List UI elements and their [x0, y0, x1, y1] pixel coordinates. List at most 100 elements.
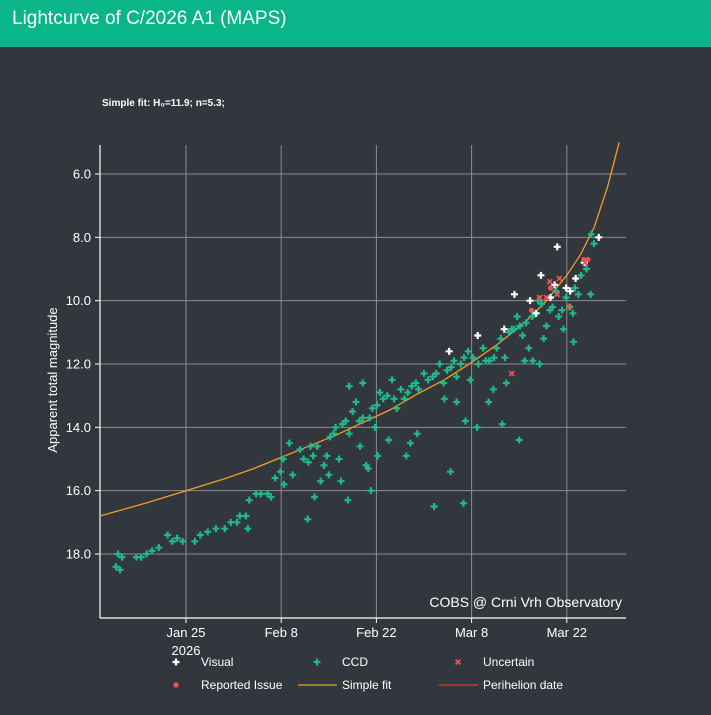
ccd-point	[323, 452, 331, 460]
ccd-point	[559, 325, 567, 333]
ccd-point	[519, 332, 527, 339]
x-tick-label: Mar 22	[547, 625, 587, 640]
ccd-point	[379, 395, 387, 403]
visual-point	[566, 287, 574, 295]
ccd-point	[583, 265, 591, 273]
legend-issue-marker	[173, 682, 179, 688]
ccd-point	[368, 404, 376, 412]
ccd-point	[309, 452, 317, 460]
ccd-point	[296, 446, 304, 453]
ccd-point	[587, 290, 595, 298]
ccd-point	[555, 313, 563, 320]
uncertain-point	[543, 294, 550, 301]
ccd-point	[385, 436, 393, 444]
legend-uncertain-label: Uncertain	[483, 655, 534, 669]
ccd-point	[453, 398, 461, 406]
ccd-point	[267, 493, 275, 501]
ccd-point	[212, 525, 220, 533]
ccd-point	[590, 240, 598, 248]
credit-label: COBS @ Crni Vrh Observatory	[429, 594, 622, 610]
ccd-point	[513, 313, 521, 320]
y-tick-label: 10.0	[66, 293, 91, 308]
ccd-point	[349, 408, 357, 415]
ccd-point	[367, 487, 375, 495]
uncertain-point	[554, 291, 561, 298]
ccd-point	[474, 360, 482, 368]
ccd-point	[279, 455, 287, 463]
tick-labels: Jan 25 2026 Feb 8 Feb 22 Mar 8 Mar 22 6.0 8.0 10…	[66, 167, 587, 659]
ccd-point	[337, 477, 345, 485]
ccd-point	[402, 452, 410, 460]
ccd-point	[521, 357, 529, 365]
ccd-point	[415, 385, 423, 393]
ccd-point	[562, 294, 570, 301]
ccd-point	[371, 423, 379, 431]
visual-point	[562, 284, 570, 292]
visual-point	[532, 309, 540, 317]
ccd-point	[393, 404, 401, 412]
visual-point	[445, 347, 453, 355]
axes	[95, 145, 626, 623]
legend-uncertain-marker	[454, 658, 462, 666]
ccd-point	[335, 455, 343, 463]
ccd-point	[497, 335, 505, 343]
ccd-point	[432, 370, 440, 377]
ccd-point	[457, 360, 465, 368]
ccd-point	[558, 306, 566, 314]
ccd-point	[191, 537, 199, 545]
visual-point	[526, 297, 534, 305]
legend-perihelion-label: Perihelion date	[483, 678, 563, 692]
ccd-point	[143, 550, 151, 558]
legend-fit-label: Simple fit	[342, 678, 392, 692]
ccd-point	[112, 563, 120, 571]
ccd-point	[164, 531, 172, 539]
ccd-point	[577, 271, 585, 279]
chart-title: Lightcurve of C/2026 A1 (MAPS)	[12, 8, 287, 29]
ccd-point	[459, 499, 467, 507]
ccd-point	[242, 512, 250, 520]
ccd-point	[406, 439, 414, 447]
ccd-point	[542, 322, 550, 330]
ccd-point	[345, 382, 353, 390]
fit-parameters-note: Simple fit: H₀=11.9; n=5.3;	[102, 98, 225, 109]
ccd-point	[408, 382, 416, 390]
ccd-point	[245, 496, 253, 504]
ccd-point	[536, 360, 544, 368]
visual-point	[572, 275, 580, 282]
visual-point	[510, 290, 518, 298]
ccd-point	[397, 385, 405, 393]
ccd-point	[271, 474, 279, 482]
ccd-point	[461, 417, 469, 425]
ccd-point	[447, 363, 455, 371]
ccd-point	[359, 379, 367, 387]
ccd-point	[304, 458, 312, 466]
legend-visual-marker	[172, 658, 180, 666]
ccd-point	[236, 512, 244, 520]
ccd-point	[490, 354, 498, 362]
ccd-point	[485, 398, 493, 406]
reported-issue-point	[528, 307, 535, 313]
ccd-point	[587, 230, 595, 238]
ccd-point	[447, 468, 455, 476]
ccd-point	[440, 395, 448, 403]
ccd-point	[332, 423, 340, 431]
visual-point	[500, 325, 508, 333]
ccd-point	[453, 373, 461, 381]
ccd-point	[473, 423, 481, 431]
ccd-point	[317, 477, 325, 485]
ccd-point	[311, 493, 319, 501]
visual-point	[546, 294, 554, 301]
ccd-point	[233, 518, 241, 526]
ccd-point	[515, 436, 523, 444]
y-tick-label: 18.0	[66, 547, 91, 562]
ccd-point	[450, 357, 458, 365]
ccd-point	[344, 496, 352, 504]
ccd-point	[114, 550, 122, 558]
uncertain-point	[508, 370, 515, 377]
ccd-point	[443, 366, 451, 374]
visual-point	[595, 233, 603, 241]
reported-issue-point	[547, 285, 554, 291]
ccd-point	[204, 528, 212, 536]
ccd-point	[168, 537, 176, 545]
ccd-point	[352, 398, 360, 406]
